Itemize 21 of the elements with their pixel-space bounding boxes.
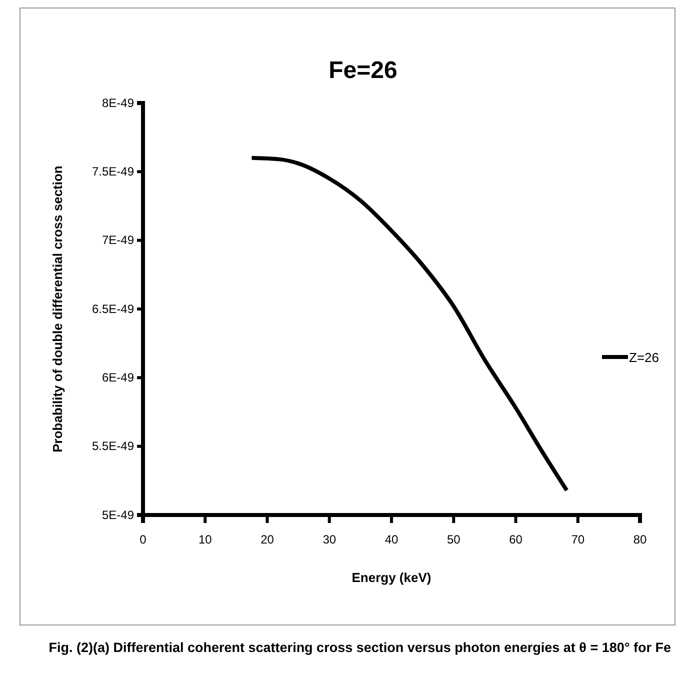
x-tick-label: 10 [198, 532, 212, 547]
x-tick-label: 50 [446, 532, 461, 547]
y-tick-label: 8E-49 [102, 96, 134, 110]
y-axis-title: Probability of double differential cross section [50, 166, 65, 452]
legend-label: Z=26 [629, 350, 659, 365]
x-tick-label: 60 [509, 532, 523, 547]
x-tick-label: 20 [260, 532, 274, 547]
text: Fig. (2)(a) Differential coherent scattering cross section versus photon energies at θ = 180° for Fe [48, 640, 672, 655]
y-tick-label: 7.5E-49 [92, 164, 134, 179]
x-tick-label: 40 [384, 532, 398, 547]
x-axis-title: Energy (keV) [352, 570, 432, 585]
y-tick-label: 6E-49 [102, 370, 134, 385]
y-tick-label: 6.5E-49 [92, 302, 134, 316]
y-tick-label: 5E-49 [102, 508, 134, 522]
x-tick-label: 30 [322, 532, 336, 547]
x-tick-label: 80 [633, 532, 647, 547]
x-tick-label: 0 [140, 532, 147, 547]
y-tick-label: 5.5E-49 [92, 439, 134, 454]
chart-title: Fe=26 [328, 57, 398, 84]
x-tick-label: 70 [571, 532, 585, 547]
y-tick-label: 7E-49 [102, 233, 134, 248]
